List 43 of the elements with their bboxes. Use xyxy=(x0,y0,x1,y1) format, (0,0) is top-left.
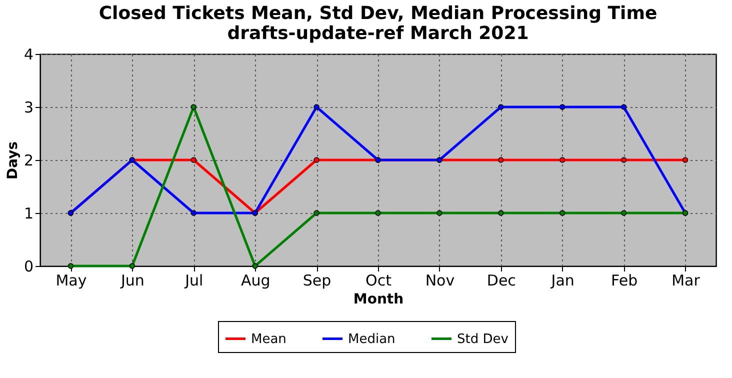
x-tick-label: Feb xyxy=(611,272,638,290)
y-axis-title: Days xyxy=(4,141,21,180)
y-tick-label: 3 xyxy=(24,98,34,116)
point xyxy=(559,157,566,163)
point xyxy=(190,210,197,216)
y-tick-label: 0 xyxy=(24,258,34,276)
point xyxy=(190,104,197,110)
point xyxy=(682,157,688,163)
point xyxy=(620,104,627,110)
point xyxy=(498,104,504,110)
point xyxy=(314,210,320,216)
point xyxy=(190,157,197,163)
legend-label: Std Dev xyxy=(457,332,509,347)
point xyxy=(620,210,627,216)
legend-label: Median xyxy=(348,332,396,347)
point xyxy=(559,104,566,110)
x-tick-label: Dec xyxy=(486,272,516,290)
point xyxy=(436,210,442,216)
y-tick-label: 1 xyxy=(24,204,34,222)
point xyxy=(314,157,320,163)
point xyxy=(498,210,504,216)
point xyxy=(498,157,504,163)
x-tick-label: Aug xyxy=(240,272,270,290)
point xyxy=(314,104,320,110)
point xyxy=(129,263,136,269)
x-tick-label: Sep xyxy=(302,272,332,290)
x-tick-label: May xyxy=(56,272,87,290)
x-tick-label: Jan xyxy=(550,272,574,290)
x-tick-label: Nov xyxy=(425,272,455,290)
legend-label: Mean xyxy=(251,332,286,347)
point xyxy=(252,263,258,269)
chart-title: Closed Tickets Mean, Std Dev, Median Processing Time drafts-update-ref March 2021 xyxy=(98,3,658,44)
x-tick-label: Jul xyxy=(184,272,204,290)
y-tick-label: 4 xyxy=(24,46,34,64)
point xyxy=(559,210,566,216)
point xyxy=(375,210,381,216)
x-tick-label: Oct xyxy=(366,272,392,290)
point xyxy=(68,263,74,269)
point xyxy=(620,157,627,163)
x-tick-label: Mar xyxy=(672,272,701,290)
x-tick-label: Jun xyxy=(120,272,144,290)
x-axis-title: Month xyxy=(353,292,404,308)
y-tick-label: 2 xyxy=(24,152,34,170)
